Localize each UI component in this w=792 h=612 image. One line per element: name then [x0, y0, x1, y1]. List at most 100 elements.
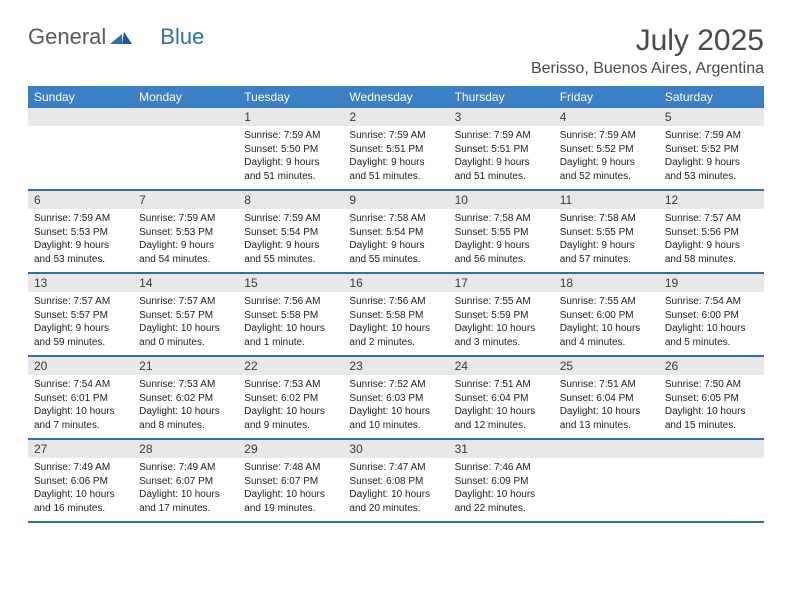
daylight-text-2: and 10 minutes.	[349, 419, 442, 433]
sunset-text: Sunset: 5:57 PM	[139, 309, 232, 323]
daylight-text-1: Daylight: 10 hours	[139, 322, 232, 336]
daylight-text-2: and 55 minutes.	[349, 253, 442, 267]
daylight-text-2: and 58 minutes.	[665, 253, 758, 267]
daylight-text-2: and 53 minutes.	[665, 170, 758, 184]
daylight-text-2: and 51 minutes.	[455, 170, 548, 184]
daylight-text-1: Daylight: 10 hours	[349, 488, 442, 502]
sunrise-text: Sunrise: 7:51 AM	[560, 378, 653, 392]
day-cell: Sunrise: 7:55 AMSunset: 6:00 PMDaylight:…	[554, 292, 659, 355]
sunrise-text: Sunrise: 7:59 AM	[244, 129, 337, 143]
sunset-text: Sunset: 5:54 PM	[349, 226, 442, 240]
sunrise-text: Sunrise: 7:54 AM	[34, 378, 127, 392]
day-cell	[133, 126, 238, 189]
day-number	[554, 440, 659, 458]
sunrise-text: Sunrise: 7:49 AM	[139, 461, 232, 475]
day-number: 22	[238, 357, 343, 375]
sunrise-text: Sunrise: 7:48 AM	[244, 461, 337, 475]
daylight-text-2: and 20 minutes.	[349, 502, 442, 516]
sunset-text: Sunset: 6:07 PM	[139, 475, 232, 489]
day-cell: Sunrise: 7:59 AMSunset: 5:53 PMDaylight:…	[28, 209, 133, 272]
sunset-text: Sunset: 6:00 PM	[665, 309, 758, 323]
day-cell	[28, 126, 133, 189]
day-cell: Sunrise: 7:59 AMSunset: 5:52 PMDaylight:…	[554, 126, 659, 189]
daylight-text-1: Daylight: 10 hours	[244, 405, 337, 419]
daylight-text-1: Daylight: 10 hours	[560, 322, 653, 336]
week-2-numbers: 13141516171819	[28, 274, 764, 292]
sunset-text: Sunset: 5:53 PM	[34, 226, 127, 240]
sunset-text: Sunset: 5:59 PM	[455, 309, 548, 323]
day-number: 15	[238, 274, 343, 292]
daylight-text-1: Daylight: 10 hours	[665, 322, 758, 336]
daylight-text-2: and 54 minutes.	[139, 253, 232, 267]
day-header-row: SundayMondayTuesdayWednesdayThursdayFrid…	[28, 86, 764, 108]
sunset-text: Sunset: 5:52 PM	[560, 143, 653, 157]
sunrise-text: Sunrise: 7:58 AM	[560, 212, 653, 226]
day-number: 17	[449, 274, 554, 292]
daylight-text-2: and 8 minutes.	[139, 419, 232, 433]
daylight-text-2: and 22 minutes.	[455, 502, 548, 516]
week-4-numbers: 2728293031	[28, 440, 764, 458]
day-header-thursday: Thursday	[449, 86, 554, 108]
day-cell: Sunrise: 7:53 AMSunset: 6:02 PMDaylight:…	[238, 375, 343, 438]
sunrise-text: Sunrise: 7:53 AM	[139, 378, 232, 392]
week-4-cells: Sunrise: 7:49 AMSunset: 6:06 PMDaylight:…	[28, 458, 764, 523]
day-cell: Sunrise: 7:59 AMSunset: 5:50 PMDaylight:…	[238, 126, 343, 189]
day-number	[133, 108, 238, 126]
daylight-text-1: Daylight: 10 hours	[139, 405, 232, 419]
daylight-text-1: Daylight: 9 hours	[560, 239, 653, 253]
sunrise-text: Sunrise: 7:56 AM	[244, 295, 337, 309]
sunset-text: Sunset: 5:55 PM	[455, 226, 548, 240]
logo-icon	[110, 24, 132, 50]
day-cell: Sunrise: 7:54 AMSunset: 6:00 PMDaylight:…	[659, 292, 764, 355]
day-cell: Sunrise: 7:59 AMSunset: 5:51 PMDaylight:…	[343, 126, 448, 189]
sunset-text: Sunset: 6:00 PM	[560, 309, 653, 323]
day-number: 6	[28, 191, 133, 209]
day-cell: Sunrise: 7:51 AMSunset: 6:04 PMDaylight:…	[554, 375, 659, 438]
week-1-numbers: 6789101112	[28, 191, 764, 209]
day-number: 14	[133, 274, 238, 292]
sunrise-text: Sunrise: 7:52 AM	[349, 378, 442, 392]
sunset-text: Sunset: 5:53 PM	[139, 226, 232, 240]
daylight-text-2: and 1 minute.	[244, 336, 337, 350]
sunrise-text: Sunrise: 7:59 AM	[560, 129, 653, 143]
daylight-text-1: Daylight: 9 hours	[34, 322, 127, 336]
sunset-text: Sunset: 5:51 PM	[349, 143, 442, 157]
daylight-text-1: Daylight: 10 hours	[34, 405, 127, 419]
day-cell: Sunrise: 7:46 AMSunset: 6:09 PMDaylight:…	[449, 458, 554, 521]
daylight-text-2: and 4 minutes.	[560, 336, 653, 350]
day-cell: Sunrise: 7:52 AMSunset: 6:03 PMDaylight:…	[343, 375, 448, 438]
daylight-text-2: and 59 minutes.	[34, 336, 127, 350]
day-cell: Sunrise: 7:56 AMSunset: 5:58 PMDaylight:…	[343, 292, 448, 355]
daylight-text-1: Daylight: 10 hours	[244, 322, 337, 336]
week-3-cells: Sunrise: 7:54 AMSunset: 6:01 PMDaylight:…	[28, 375, 764, 440]
day-cell: Sunrise: 7:57 AMSunset: 5:56 PMDaylight:…	[659, 209, 764, 272]
day-cell: Sunrise: 7:49 AMSunset: 6:07 PMDaylight:…	[133, 458, 238, 521]
sunset-text: Sunset: 5:58 PM	[244, 309, 337, 323]
sunrise-text: Sunrise: 7:57 AM	[34, 295, 127, 309]
day-cell: Sunrise: 7:59 AMSunset: 5:54 PMDaylight:…	[238, 209, 343, 272]
daylight-text-2: and 12 minutes.	[455, 419, 548, 433]
sunset-text: Sunset: 6:04 PM	[455, 392, 548, 406]
sunrise-text: Sunrise: 7:53 AM	[244, 378, 337, 392]
sunset-text: Sunset: 6:03 PM	[349, 392, 442, 406]
day-cell	[659, 458, 764, 521]
daylight-text-2: and 17 minutes.	[139, 502, 232, 516]
day-number: 21	[133, 357, 238, 375]
day-number: 8	[238, 191, 343, 209]
day-cell: Sunrise: 7:50 AMSunset: 6:05 PMDaylight:…	[659, 375, 764, 438]
daylight-text-1: Daylight: 9 hours	[349, 156, 442, 170]
sunset-text: Sunset: 5:51 PM	[455, 143, 548, 157]
day-cell: Sunrise: 7:53 AMSunset: 6:02 PMDaylight:…	[133, 375, 238, 438]
day-number: 20	[28, 357, 133, 375]
day-number	[659, 440, 764, 458]
sunset-text: Sunset: 6:07 PM	[244, 475, 337, 489]
day-cell: Sunrise: 7:57 AMSunset: 5:57 PMDaylight:…	[133, 292, 238, 355]
sunset-text: Sunset: 5:54 PM	[244, 226, 337, 240]
daylight-text-1: Daylight: 9 hours	[455, 239, 548, 253]
daylight-text-1: Daylight: 9 hours	[665, 239, 758, 253]
sunset-text: Sunset: 5:52 PM	[665, 143, 758, 157]
week-1-cells: Sunrise: 7:59 AMSunset: 5:53 PMDaylight:…	[28, 209, 764, 274]
day-number: 3	[449, 108, 554, 126]
daylight-text-1: Daylight: 10 hours	[244, 488, 337, 502]
day-cell: Sunrise: 7:54 AMSunset: 6:01 PMDaylight:…	[28, 375, 133, 438]
